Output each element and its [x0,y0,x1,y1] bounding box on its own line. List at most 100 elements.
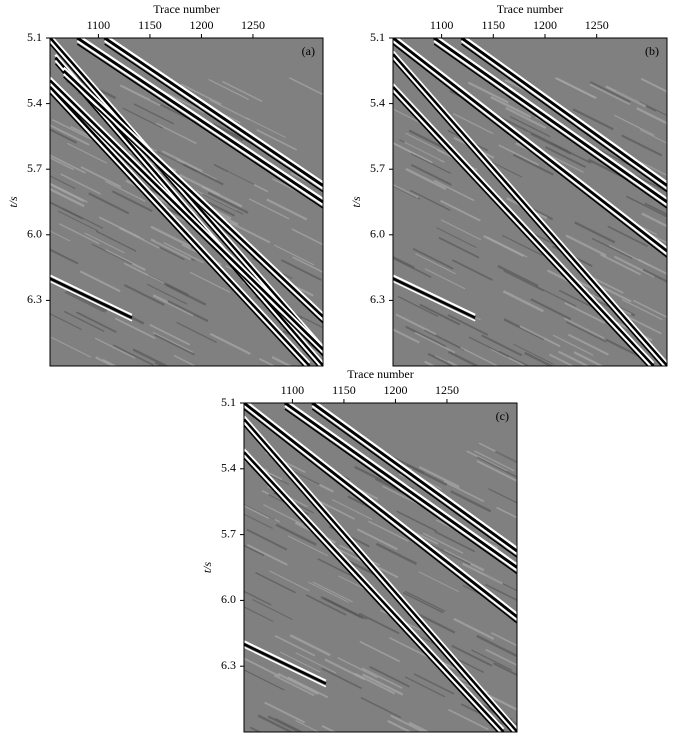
noise-stripe [51,118,93,141]
event-stripe [461,43,667,193]
noise-stripe [133,103,175,125]
event-stripe [393,277,476,319]
noise-stripe [76,311,117,334]
y-tick-label: 5.1 [221,395,236,409]
noise-stripe [123,262,165,285]
noise-stripe [639,160,667,176]
noise-stripe [154,333,195,356]
event-stripe [284,408,517,575]
event-stripe [284,403,517,569]
noise-stripe [161,150,203,172]
noise-stripe [476,634,517,657]
y-axis-label: t/s [6,196,20,208]
event-stripe [393,89,652,366]
noise-stripe [448,708,489,731]
noise-stripe [272,178,313,200]
noise-stripe [63,310,105,332]
noise-stripe [280,259,322,281]
noise-stripe [287,676,329,699]
y-tick-label: 6.3 [221,658,236,672]
event-stripe [50,76,323,348]
noise-stripe [640,77,667,93]
event-stripe [393,83,655,364]
noise-stripe [468,336,510,358]
event-stripe [393,92,649,366]
noise-stripe [201,185,243,208]
noise-stripe [105,180,146,202]
noise-stripe [295,652,337,674]
noise-stripe [567,333,609,356]
noise-stripe [321,724,337,732]
x-tick-label: 1100 [87,18,111,32]
event-stripe [244,448,505,730]
x-tick-label: 1200 [383,383,407,397]
event-stripe [393,274,476,316]
noise-stripe [574,221,616,244]
noise-stripe [389,637,430,659]
event-stripe [106,38,323,184]
noise-stripe [504,365,505,366]
noise-stripe [150,238,192,261]
noise-stripe [277,672,319,695]
noise-stripe [263,504,304,526]
noise-stripe [57,210,99,232]
y-tick-label: 6.0 [370,227,385,241]
noise-stripe [438,236,480,259]
noise-stripe [412,247,454,270]
noise-stripe [450,490,492,513]
noise-stripe [150,225,192,248]
event-stripe [244,451,505,732]
noise-stripe [524,351,554,366]
noise-stripe [119,227,160,249]
noise-stripe [563,317,605,339]
event-stripe [50,86,323,357]
noise-stripe [77,368,117,388]
noise-stripe [256,129,298,151]
noise-stripe [545,146,586,169]
event-stripe [393,86,655,366]
noise-stripe [474,450,515,472]
noise-stripe [565,321,607,343]
noise-stripe [291,228,323,246]
event-stripe [284,405,517,572]
noise-stripe [626,195,667,218]
noise-stripe [110,372,150,392]
noise-stripe [404,676,446,698]
event-stripe [244,421,516,732]
noise-stripe [405,167,447,190]
x-tick-label: 1100 [281,383,305,397]
noise-stripe [259,358,276,366]
noise-stripe [321,667,363,690]
noise-stripe [405,325,447,348]
event-stripe [50,92,305,366]
noise-stripe [436,227,477,249]
noise-stripe [393,183,419,199]
noise-stripe [393,257,432,278]
noise-stripe [565,234,607,257]
noise-stripe [94,337,136,359]
noise-stripe [434,530,476,553]
noise-stripe [111,190,153,213]
noise-stripe [354,465,396,488]
noise-stripe [613,255,655,278]
event-stripe [433,38,667,204]
x-tick-label: 1150 [332,383,356,397]
noise-stripe [387,719,413,732]
y-tick-label: 6.0 [221,592,236,606]
event-stripe [314,403,517,550]
noise-stripe [433,179,475,202]
noise-stripe [79,270,121,293]
noise-stripe [50,336,92,358]
event-stripe [104,40,323,190]
noise-stripe [415,253,456,275]
x-tick-label: 1200 [533,18,557,32]
noise-stripe [222,80,263,103]
noise-stripe [189,271,231,293]
panel-label: (b) [645,44,659,58]
noise-stripe [146,283,188,305]
noise-stripe [396,510,437,532]
event-stripe [436,38,667,201]
x-tick-label: 1250 [435,383,459,397]
noise-stripe [572,108,614,131]
noise-stripe [467,81,509,104]
